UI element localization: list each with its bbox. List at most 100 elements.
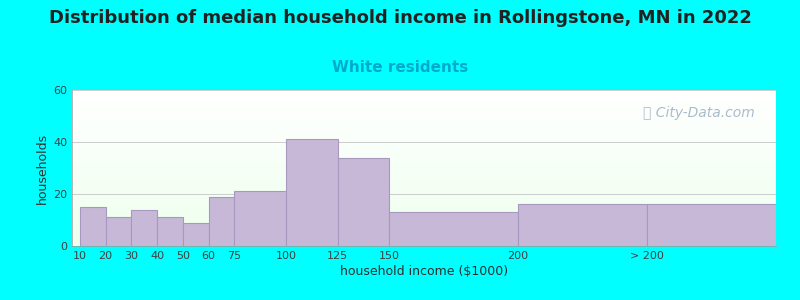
Bar <box>72 146 776 148</box>
Bar <box>72 223 776 224</box>
Bar <box>72 113 776 115</box>
Bar <box>72 237 776 238</box>
Bar <box>72 190 776 191</box>
Bar <box>72 112 776 113</box>
Bar <box>72 244 776 246</box>
Bar <box>106 218 131 246</box>
Bar <box>389 212 518 246</box>
Bar <box>72 137 776 138</box>
Bar <box>72 103 776 104</box>
Bar <box>72 193 776 194</box>
Bar <box>72 184 776 185</box>
Bar <box>157 218 183 246</box>
Bar <box>72 167 776 168</box>
Bar <box>72 149 776 151</box>
Bar <box>72 143 776 145</box>
Bar <box>72 191 776 193</box>
Bar <box>72 120 776 121</box>
Bar <box>72 101 776 103</box>
Bar <box>518 204 647 246</box>
Bar <box>72 110 776 112</box>
Bar <box>72 123 776 124</box>
Bar <box>72 92 776 93</box>
Bar <box>72 206 776 207</box>
Bar <box>72 177 776 179</box>
Bar <box>72 109 776 110</box>
Bar <box>72 96 776 98</box>
Bar <box>72 215 776 216</box>
Bar <box>72 162 776 163</box>
Bar <box>72 182 776 184</box>
Bar <box>72 163 776 165</box>
Bar <box>72 210 776 212</box>
Bar <box>72 240 776 241</box>
Bar <box>72 129 776 130</box>
Bar <box>72 243 776 244</box>
Bar <box>72 213 776 215</box>
Bar <box>338 158 389 246</box>
Bar <box>72 115 776 116</box>
Bar <box>72 204 776 206</box>
Bar <box>72 171 776 173</box>
Bar <box>72 132 776 134</box>
Text: White residents: White residents <box>332 60 468 75</box>
Bar <box>72 218 776 220</box>
Bar <box>72 181 776 182</box>
Bar <box>72 116 776 118</box>
Bar <box>72 208 776 210</box>
Bar <box>72 220 776 221</box>
Bar <box>72 145 776 146</box>
Bar <box>72 230 776 232</box>
Bar <box>72 216 776 218</box>
Bar <box>72 194 776 196</box>
Bar <box>72 93 776 95</box>
Bar <box>72 232 776 233</box>
Bar <box>72 160 776 162</box>
Bar <box>72 179 776 181</box>
Bar <box>72 155 776 157</box>
Bar <box>72 165 776 166</box>
Bar <box>72 168 776 170</box>
Bar <box>72 174 776 176</box>
Bar <box>72 202 776 204</box>
Bar <box>72 241 776 243</box>
Bar <box>72 238 776 240</box>
Bar <box>72 124 776 126</box>
Bar <box>72 187 776 188</box>
Bar <box>72 198 776 199</box>
Bar <box>72 185 776 187</box>
Bar <box>72 98 776 99</box>
Bar <box>72 199 776 201</box>
Bar <box>72 159 776 160</box>
Bar <box>72 126 776 128</box>
Bar <box>72 128 776 129</box>
Bar <box>72 90 776 92</box>
Bar <box>72 104 776 106</box>
Bar <box>72 118 776 120</box>
Bar <box>72 135 776 137</box>
Bar <box>72 130 776 132</box>
Bar <box>286 140 338 246</box>
Bar <box>72 121 776 123</box>
Bar <box>72 154 776 155</box>
Bar <box>72 229 776 230</box>
Bar <box>183 223 209 246</box>
Bar <box>209 196 234 246</box>
Bar <box>72 224 776 226</box>
Y-axis label: households: households <box>36 132 49 204</box>
Bar <box>72 138 776 140</box>
Bar <box>72 201 776 202</box>
Bar <box>72 169 776 171</box>
Bar <box>72 140 776 142</box>
X-axis label: household income ($1000): household income ($1000) <box>340 265 508 278</box>
Bar <box>72 152 776 154</box>
Bar <box>72 151 776 152</box>
Bar <box>72 106 776 107</box>
Text: Distribution of median household income in Rollingstone, MN in 2022: Distribution of median household income … <box>49 9 751 27</box>
Bar <box>72 233 776 235</box>
Bar <box>72 107 776 109</box>
Bar <box>72 173 776 174</box>
Bar <box>72 235 776 237</box>
Bar <box>72 226 776 227</box>
Bar <box>72 196 776 198</box>
